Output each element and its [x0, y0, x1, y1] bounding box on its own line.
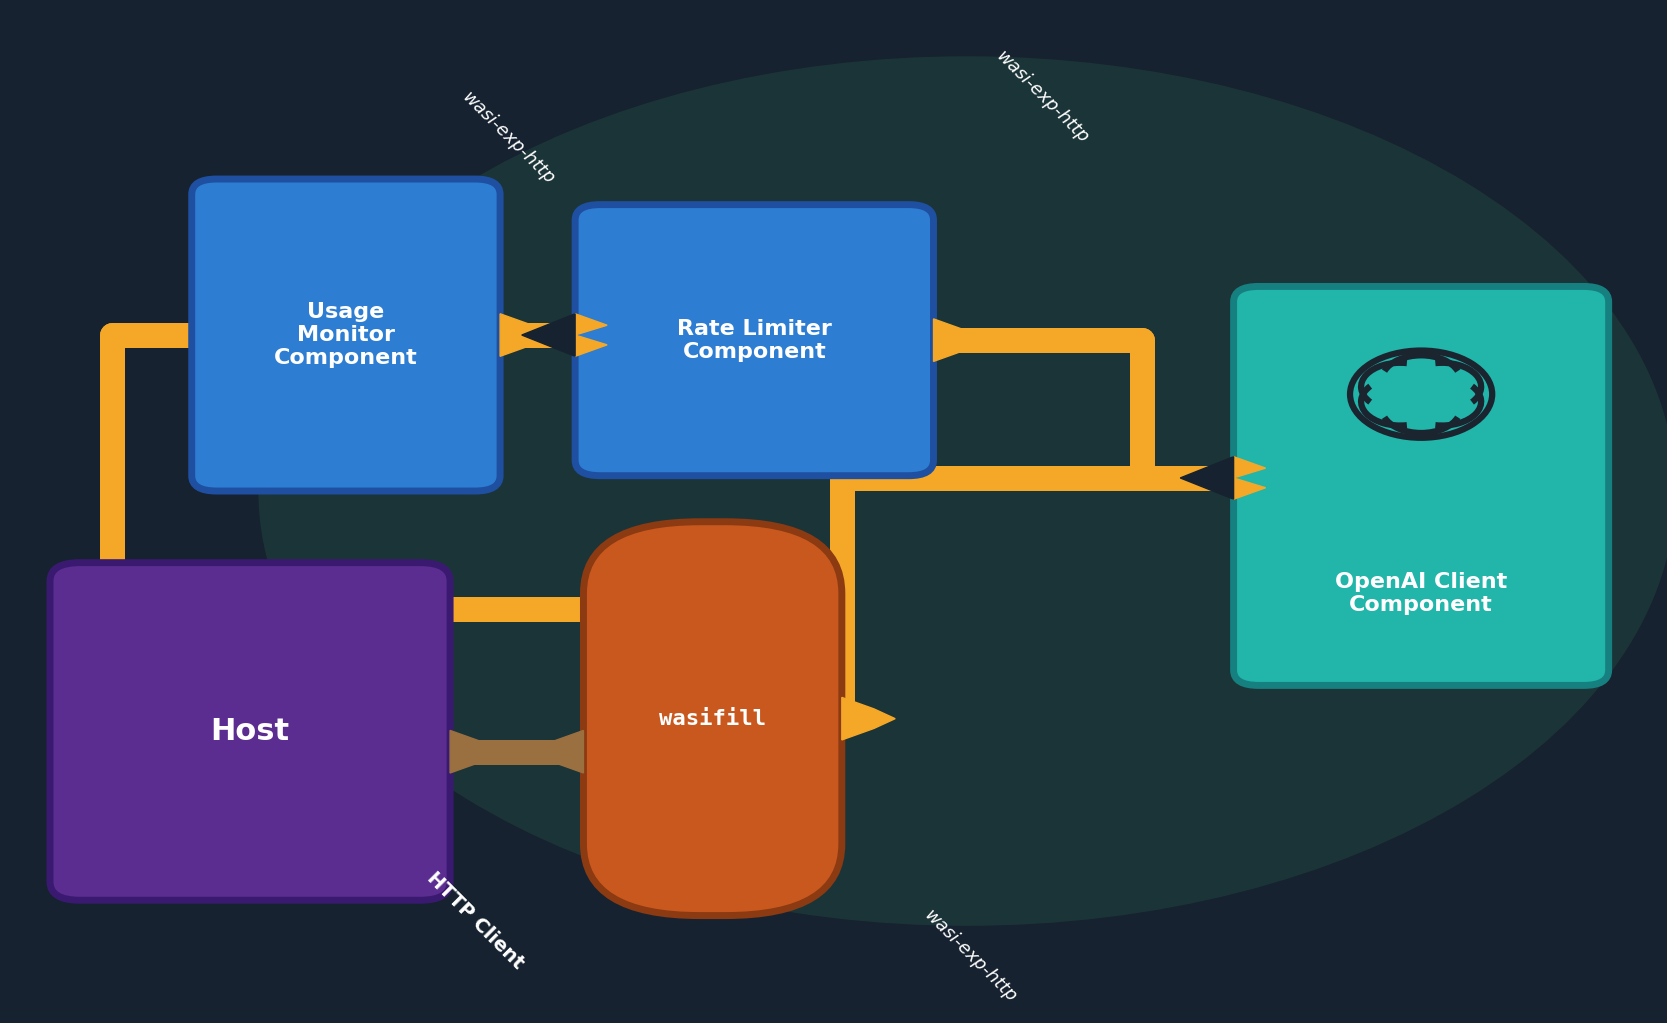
FancyBboxPatch shape [192, 179, 500, 491]
FancyBboxPatch shape [1234, 286, 1609, 685]
FancyBboxPatch shape [583, 522, 842, 916]
FancyBboxPatch shape [50, 563, 450, 900]
Text: wasi-exp-http: wasi-exp-http [992, 47, 1092, 147]
Ellipse shape [258, 56, 1667, 926]
Text: wasifill: wasifill [658, 709, 767, 728]
Polygon shape [842, 698, 895, 740]
Text: Rate Limiter
Component: Rate Limiter Component [677, 318, 832, 362]
Polygon shape [530, 730, 583, 773]
Text: Host: Host [210, 717, 290, 746]
Text: HTTP Client: HTTP Client [423, 869, 527, 973]
Text: wasi-exp-http: wasi-exp-http [458, 88, 558, 188]
FancyBboxPatch shape [575, 205, 934, 476]
Polygon shape [1207, 456, 1265, 499]
Text: OpenAI Client
Component: OpenAI Client Component [1335, 572, 1507, 615]
Polygon shape [1180, 456, 1234, 499]
Polygon shape [934, 319, 987, 361]
Polygon shape [450, 730, 503, 773]
Text: wasi-exp-http: wasi-exp-http [920, 906, 1020, 1007]
Polygon shape [522, 314, 575, 356]
Polygon shape [500, 314, 553, 356]
Text: Usage
Monitor
Component: Usage Monitor Component [273, 302, 418, 368]
Polygon shape [548, 314, 607, 356]
